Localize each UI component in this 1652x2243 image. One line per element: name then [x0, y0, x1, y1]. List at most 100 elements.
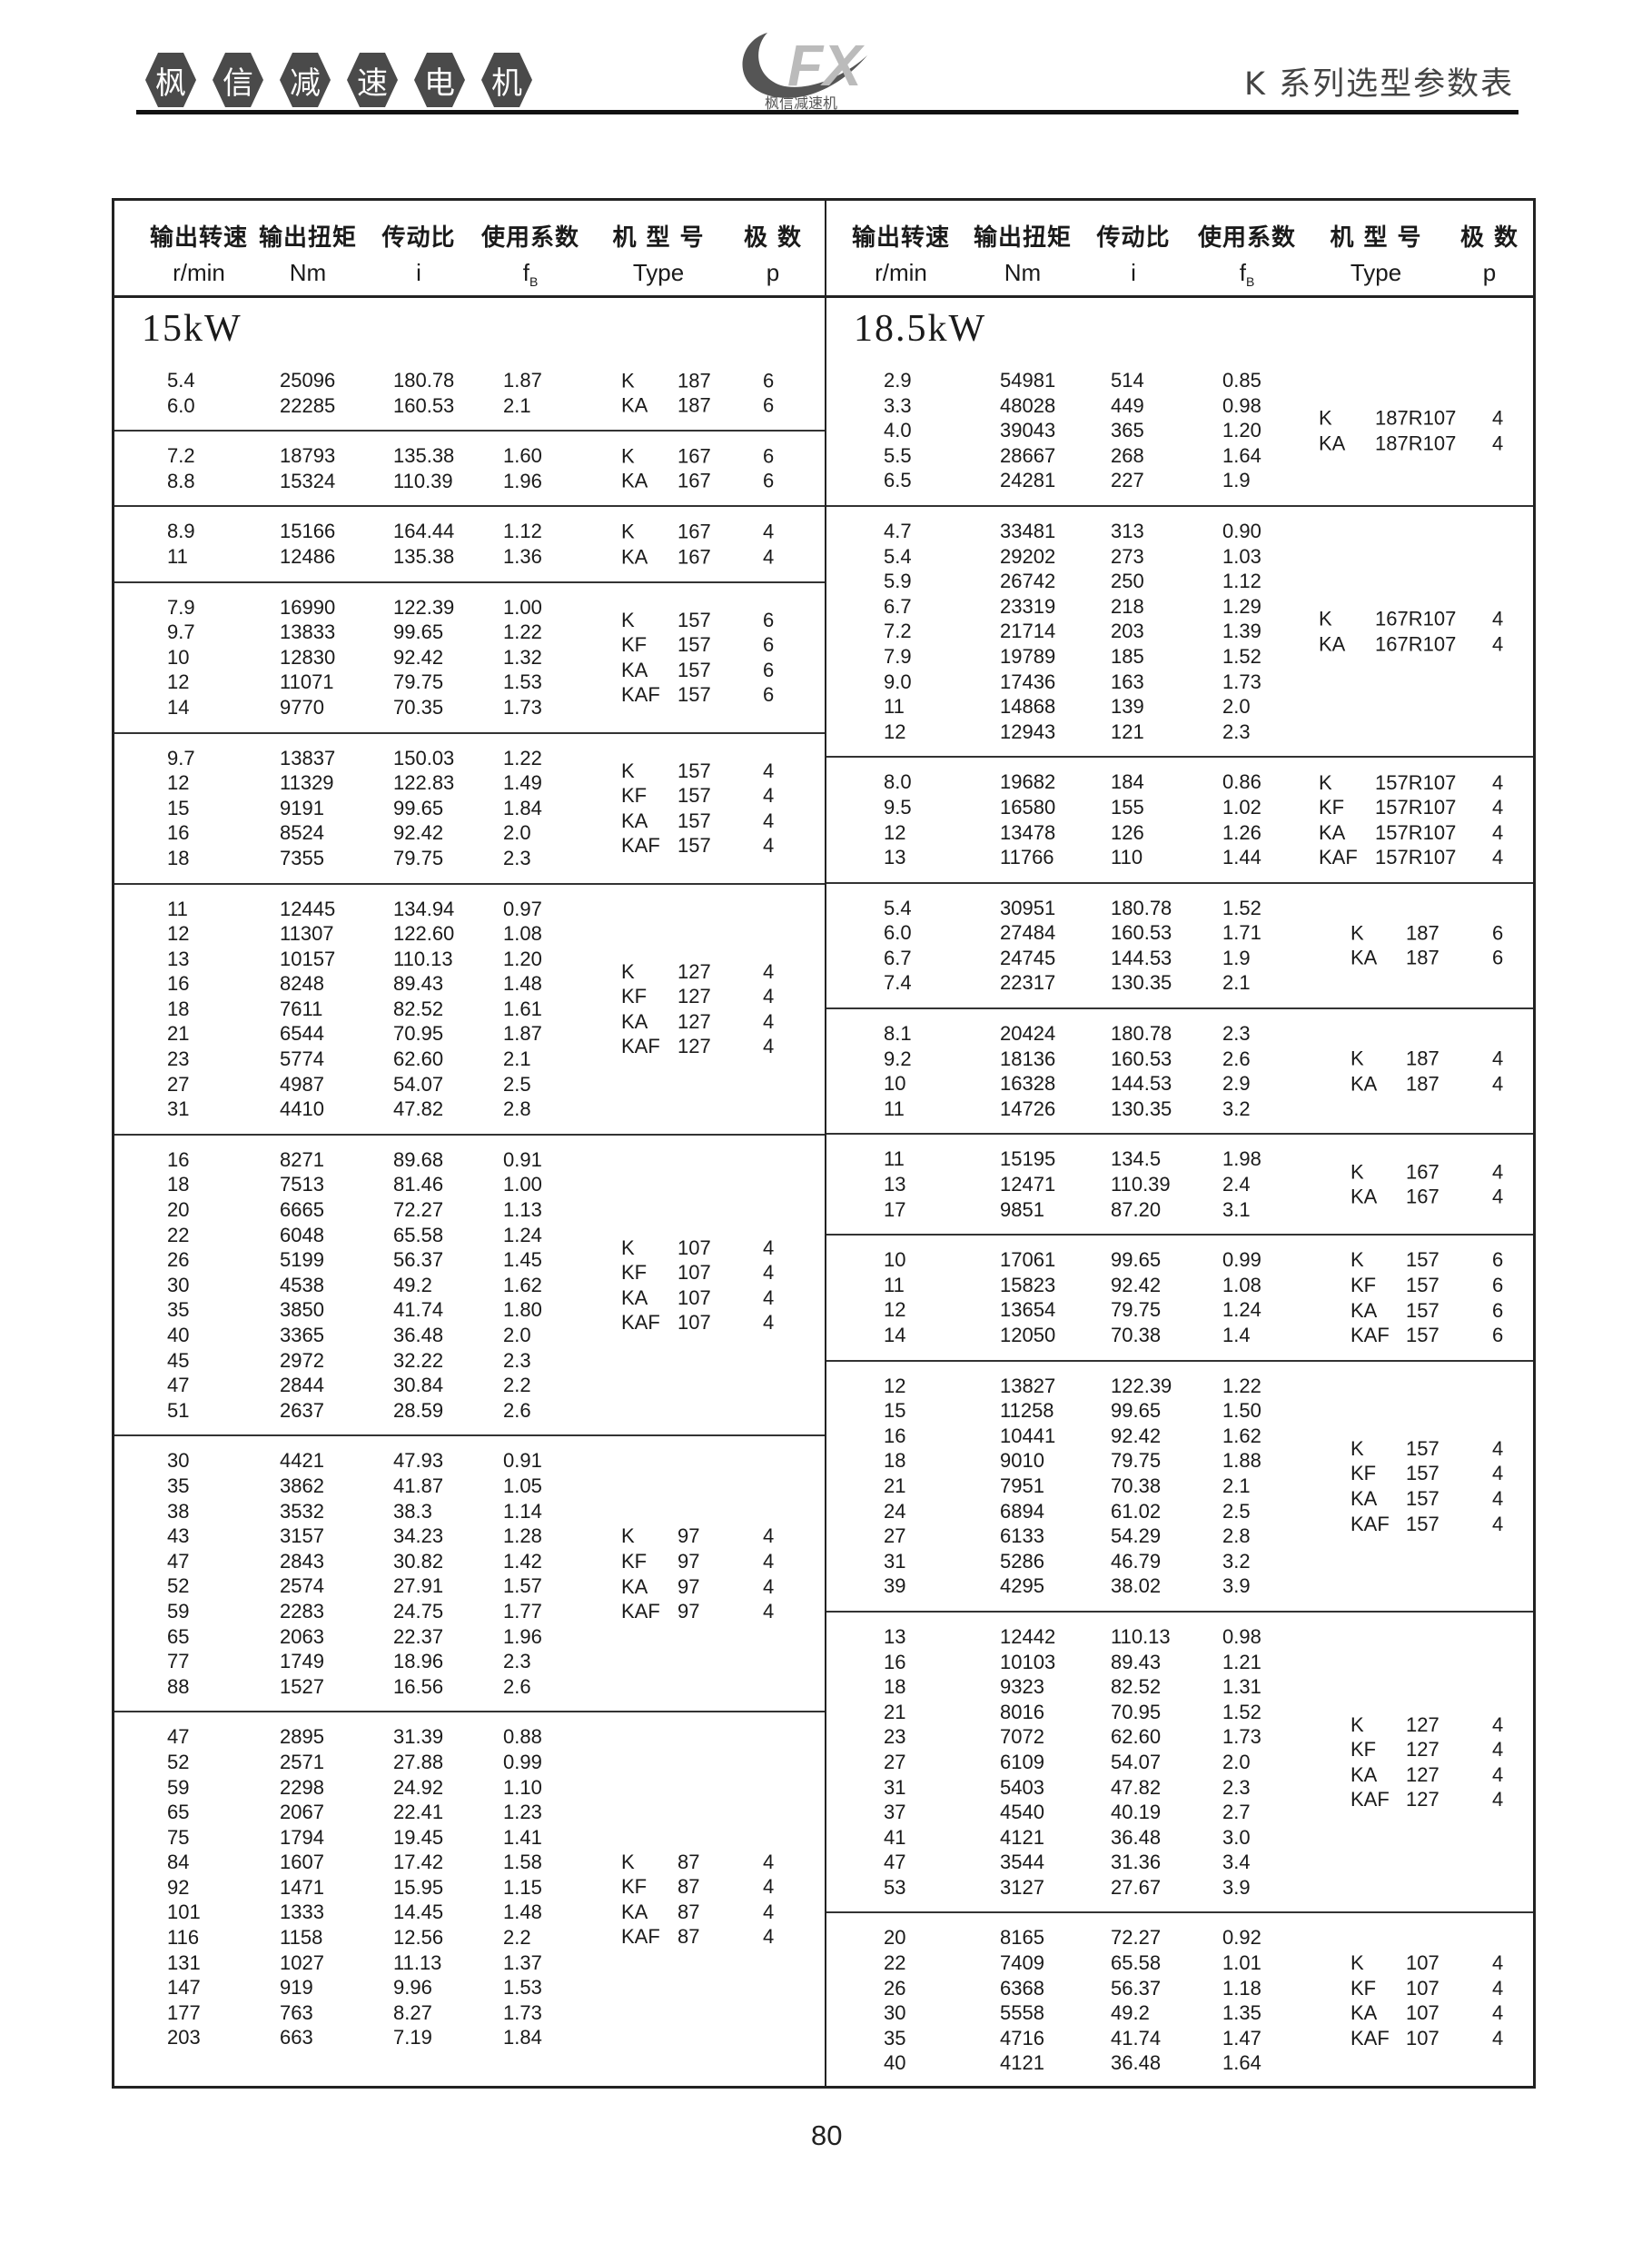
ratio-cell: 34.23 — [393, 1524, 444, 1548]
output-speed-cell: 4.0 — [884, 419, 912, 442]
output-torque-cell: 17061 — [1000, 1248, 1056, 1272]
selection-table: 输出转速 r/min 输出扭矩 Nm 传动比 i 使用系数 fB 机 型 号 Type 极 数 p 15… — [112, 198, 1536, 2089]
output-torque-cell: 6133 — [1000, 1524, 1044, 1548]
table-row: 18 9323 82.52 1.31 — [826, 1674, 1533, 1700]
ratio-cell: 14.45 — [393, 1901, 444, 1924]
model-size: 167 — [1406, 1185, 1439, 1208]
output-speed-cell: 5.9 — [884, 570, 912, 593]
model-type-list: K 187R107 4 KA 187R107 4 — [826, 405, 1533, 455]
service-factor-cell: 1.29 — [1222, 594, 1261, 618]
model-series: K — [1319, 770, 1332, 794]
service-factor-cell: 2.5 — [1222, 1499, 1251, 1523]
ratio-cell: 41.74 — [393, 1298, 444, 1322]
ratio-cell: 49.2 — [393, 1273, 432, 1296]
pole-count: 4 — [1492, 1072, 1504, 1096]
model-size: 157 — [1406, 1486, 1439, 1510]
ratio-cell: 180.78 — [393, 369, 455, 392]
pole-count: 4 — [1492, 632, 1504, 656]
pole-count: 6 — [763, 393, 775, 417]
output-speed-cell: 23 — [167, 1047, 190, 1071]
brand-hex-badge: 机 — [481, 53, 532, 107]
model-type: KA 127 4 — [114, 1009, 825, 1035]
model-size: 157 — [1406, 1436, 1439, 1460]
output-speed-cell: 30 — [167, 1449, 190, 1473]
output-speed-cell: 39 — [884, 1574, 906, 1598]
output-speed-cell: 35 — [884, 2026, 906, 2049]
service-factor-cell: 1.80 — [503, 1298, 542, 1322]
table-row: 16 10441 92.42 1.62 — [826, 1424, 1533, 1449]
output-torque-cell: 18793 — [280, 444, 336, 468]
pole-count: 4 — [763, 959, 775, 983]
service-factor-cell: 2.2 — [503, 1926, 531, 1950]
output-speed-cell: 47 — [884, 1851, 906, 1874]
model-size: 167 — [1406, 1160, 1439, 1184]
table-row: 12 13827 122.39 1.22 — [826, 1374, 1533, 1399]
output-torque-cell: 5774 — [280, 1047, 324, 1071]
service-factor-cell: 1.64 — [1222, 443, 1261, 467]
model-type: KA 157 4 — [826, 1486, 1533, 1512]
output-torque-cell: 15823 — [1000, 1273, 1056, 1296]
model-type: KF 97 4 — [114, 1549, 825, 1574]
ratio-cell: 41.74 — [1111, 2026, 1162, 2049]
model-type: K 107 4 — [114, 1235, 825, 1260]
column-header: 输出扭矩 — [973, 224, 1073, 252]
service-factor-cell: 2.1 — [1222, 971, 1251, 995]
table-row: 35 3850 41.74 1.80 — [114, 1297, 825, 1323]
service-factor-cell: 2.1 — [503, 1047, 531, 1071]
output-torque-cell: 15166 — [280, 520, 336, 543]
ratio-cell: 79.75 — [1111, 1298, 1162, 1322]
output-speed-cell: 10 — [167, 645, 190, 669]
model-series: KAF — [1319, 846, 1358, 869]
pole-count: 4 — [1492, 820, 1504, 844]
output-torque-cell: 6368 — [1000, 1976, 1044, 2000]
service-factor-cell: 1.58 — [503, 1851, 542, 1874]
service-factor-cell: 1.64 — [1222, 2051, 1261, 2075]
model-type: KA 167 4 — [114, 544, 825, 570]
service-factor-cell: 2.1 — [503, 393, 531, 417]
model-type: KAF 157 4 — [114, 833, 825, 858]
pole-count: 4 — [763, 1875, 775, 1899]
output-torque-cell: 1607 — [280, 1851, 324, 1874]
service-factor-cell: 2.7 — [1222, 1801, 1251, 1824]
service-factor-cell: 2.8 — [503, 1097, 531, 1121]
table-row: 16 10103 89.43 1.21 — [826, 1650, 1533, 1675]
table-row: 131 1027 11.13 1.37 — [114, 1950, 825, 1976]
table-row: 21 8016 70.95 1.52 — [826, 1700, 1533, 1725]
pole-count: 4 — [1492, 1436, 1504, 1460]
ratio-cell: 18.96 — [393, 1650, 444, 1673]
model-size: 157 — [678, 632, 711, 656]
service-factor-cell: 0.91 — [503, 1147, 542, 1171]
output-speed-cell: 47 — [167, 1549, 190, 1573]
pole-count: 6 — [1492, 946, 1504, 969]
service-factor-cell: 1.21 — [1222, 1650, 1261, 1673]
output-torque-cell: 25096 — [280, 369, 336, 392]
model-type: KA 187 6 — [114, 393, 825, 419]
pole-count: 4 — [1492, 846, 1504, 869]
output-speed-cell: 20 — [884, 1926, 906, 1950]
table-row: 21 7951 70.38 2.1 — [826, 1474, 1533, 1499]
output-speed-cell: 11 — [884, 1097, 905, 1120]
brand-hex-badge: 电 — [414, 53, 465, 107]
selection-group: 11 12445 134.94 0.97 12 11307 122.60 1.08 13 1015… — [114, 885, 825, 1136]
service-factor-cell: 1.08 — [503, 922, 542, 946]
ratio-cell: 28.59 — [393, 1398, 444, 1422]
service-factor-cell: 1.48 — [503, 972, 542, 996]
output-torque-cell: 48028 — [1000, 393, 1056, 417]
output-speed-cell: 18 — [167, 846, 190, 869]
output-speed-cell: 38 — [167, 1499, 190, 1523]
ratio-cell: 30.84 — [393, 1374, 444, 1397]
model-series: KA — [1350, 1185, 1378, 1208]
table-row: 92 1471 15.95 1.15 — [114, 1875, 825, 1901]
table-row: 13 10157 110.13 1.20 — [114, 947, 825, 972]
output-speed-cell: 11 — [167, 544, 188, 568]
model-type: KF 107 4 — [114, 1260, 825, 1285]
output-speed-cell: 26 — [884, 1976, 906, 2000]
output-speed-cell: 8.1 — [884, 1022, 912, 1046]
service-factor-cell: 1.49 — [503, 771, 542, 795]
pole-count: 4 — [1492, 431, 1504, 454]
power-section-heading: 15kW — [114, 298, 825, 356]
service-factor-cell: 1.73 — [503, 695, 542, 719]
pole-count: 4 — [763, 1009, 775, 1033]
output-torque-cell: 3127 — [1000, 1875, 1044, 1899]
table-row: 21 6544 70.95 1.87 — [114, 1021, 825, 1047]
